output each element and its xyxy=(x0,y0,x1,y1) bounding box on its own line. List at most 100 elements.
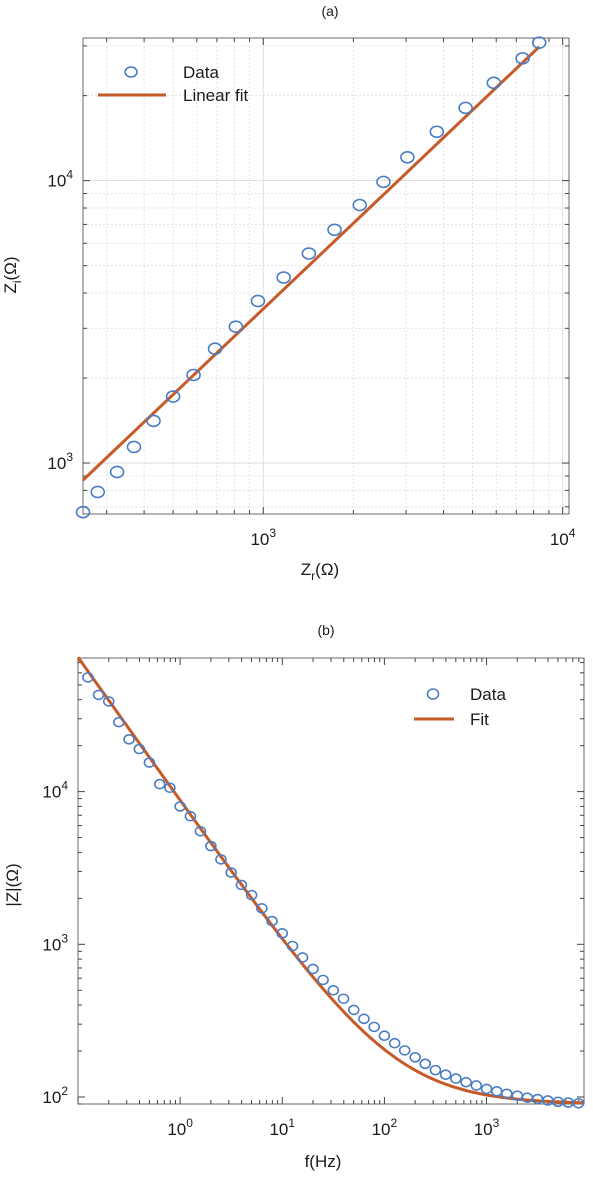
data-point xyxy=(75,505,91,519)
chart-b-legend-label-fit: Fit xyxy=(470,710,489,729)
chart-a-legend-label-fit: Linear fit xyxy=(183,86,248,105)
data-point xyxy=(347,1004,360,1016)
chart-b-title: (b) xyxy=(317,622,334,638)
y-tick-label: 104 xyxy=(47,168,73,191)
data-point xyxy=(184,810,197,822)
data-point xyxy=(146,414,161,428)
chart-a-grid xyxy=(83,38,569,514)
chart-b-legend: Data Fit xyxy=(414,685,506,729)
data-point xyxy=(296,952,309,963)
data-point xyxy=(531,36,547,49)
chart-b: (b) 100 101 102 103 102 103 104 Data Fit f(Hz)… xyxy=(3,622,585,1171)
data-point xyxy=(276,271,291,284)
chart-b-legend-marker-data xyxy=(426,688,440,700)
data-point xyxy=(327,223,342,237)
data-point xyxy=(174,801,186,812)
data-point xyxy=(515,52,530,65)
chart-b-fit-series xyxy=(76,656,585,1105)
chart-b-frame xyxy=(77,657,585,1105)
data-point xyxy=(458,101,473,115)
fit-line xyxy=(81,45,541,482)
chart-a-axes: 103 104 103 104 xyxy=(47,38,576,549)
chart-a: (a) 103 104 103 104 Data Linear fit Zr(Ω) Z… xyxy=(1,3,576,583)
chart-a-x-label: Zr(Ω) xyxy=(301,560,339,583)
data-point xyxy=(409,1052,421,1063)
data-point xyxy=(133,743,146,755)
data-point xyxy=(460,1076,472,1088)
chart-a-frame xyxy=(82,37,570,515)
chart-b-x-label: f(Hz) xyxy=(305,1152,342,1171)
data-point xyxy=(376,175,391,189)
data-point xyxy=(215,854,227,865)
chart-b-axes: 100 101 102 103 102 103 104 xyxy=(42,658,585,1139)
chart-a-y-label: Zi(Ω) xyxy=(1,256,24,293)
data-point xyxy=(250,294,266,308)
data-point xyxy=(207,342,223,356)
data-point xyxy=(398,1045,411,1056)
data-point xyxy=(286,940,299,952)
data-point xyxy=(256,903,268,914)
x-tick-label: 103 xyxy=(474,1116,500,1139)
data-point xyxy=(153,778,166,790)
data-point xyxy=(225,867,237,878)
data-point xyxy=(82,672,94,683)
data-point xyxy=(92,689,105,701)
data-point xyxy=(307,963,319,975)
data-point xyxy=(378,1030,391,1042)
chart-a-fit-series xyxy=(81,45,541,482)
data-point xyxy=(419,1058,432,1070)
x-tick-label: 103 xyxy=(250,526,276,549)
y-tick-label: 103 xyxy=(47,450,73,473)
data-point xyxy=(194,825,207,837)
data-point xyxy=(501,1088,513,1100)
data-point xyxy=(205,840,217,852)
data-point xyxy=(165,390,181,403)
data-point xyxy=(301,247,317,260)
y-tick-label: 102 xyxy=(42,1084,68,1107)
data-point xyxy=(266,915,278,927)
data-point xyxy=(337,993,350,1005)
data-point xyxy=(572,1097,585,1109)
data-point xyxy=(486,76,502,90)
data-point xyxy=(327,984,340,996)
x-tick-label: 104 xyxy=(550,526,576,549)
data-point xyxy=(358,1013,370,1025)
chart-a-legend-label-data: Data xyxy=(183,63,219,82)
y-tick-label: 104 xyxy=(42,779,68,802)
x-tick-label: 102 xyxy=(372,1116,398,1139)
x-tick-label: 101 xyxy=(269,1116,295,1139)
data-point xyxy=(429,1064,442,1076)
data-point xyxy=(102,696,115,707)
data-point xyxy=(429,125,445,139)
chart-a-title: (a) xyxy=(321,3,338,19)
data-point xyxy=(317,974,329,986)
data-point xyxy=(109,465,125,479)
data-point xyxy=(235,879,248,891)
data-point xyxy=(368,1021,380,1033)
x-tick-label: 100 xyxy=(167,1116,193,1139)
data-point xyxy=(450,1073,462,1084)
data-point xyxy=(470,1080,483,1091)
data-point xyxy=(143,757,156,768)
fit-line xyxy=(76,656,585,1105)
chart-b-data-series xyxy=(82,672,585,1109)
data-point xyxy=(113,716,125,728)
data-point xyxy=(490,1085,503,1097)
chart-a-legend-marker-data xyxy=(124,66,138,78)
data-point xyxy=(439,1069,452,1080)
data-point xyxy=(164,782,176,794)
chart-a-data-series xyxy=(75,36,547,519)
chart-a-legend: Data Linear fit xyxy=(98,63,248,105)
chart-b-legend-label-data: Data xyxy=(470,685,506,704)
data-point xyxy=(276,928,289,939)
chart-b-y-label: |Z|(Ω) xyxy=(3,863,22,906)
y-tick-label: 103 xyxy=(42,931,68,954)
data-point xyxy=(388,1037,401,1049)
data-point xyxy=(90,485,106,499)
data-point xyxy=(480,1083,493,1095)
data-point xyxy=(123,734,135,745)
data-point xyxy=(245,889,258,901)
data-point xyxy=(352,198,368,212)
data-point xyxy=(228,320,244,333)
